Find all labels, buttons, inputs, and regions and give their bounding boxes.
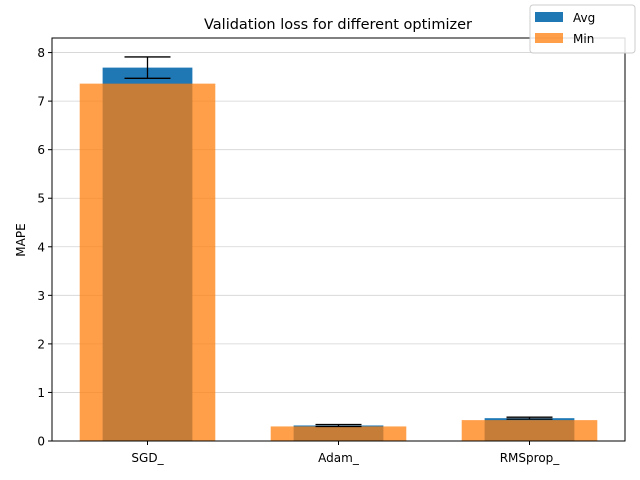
y-tick-label: 5 xyxy=(37,192,45,206)
y-tick-label: 8 xyxy=(37,46,45,60)
error-bars xyxy=(124,56,553,428)
bars xyxy=(79,67,598,441)
y-tick-label: 0 xyxy=(37,435,45,449)
x-tick-label: SGD_ xyxy=(131,451,164,465)
legend: Avg Min xyxy=(529,4,636,54)
y-axis: 0 1 2 3 4 5 6 7 8 xyxy=(37,46,52,449)
legend-swatch xyxy=(535,12,563,22)
y-tick-label: 4 xyxy=(37,240,45,254)
y-tick-label: 7 xyxy=(37,95,45,109)
x-tick-label: Adam_ xyxy=(318,451,360,465)
bar-min xyxy=(270,426,407,441)
chart-title: Validation loss for different optimizer xyxy=(204,17,472,33)
bar-min xyxy=(79,83,216,441)
y-tick-label: 3 xyxy=(37,289,45,303)
legend-label: Min xyxy=(573,32,594,46)
legend-label: Avg xyxy=(573,11,595,25)
y-tick-label: 1 xyxy=(37,386,45,400)
x-tick-label: RMSprop_ xyxy=(500,451,561,465)
y-tick-label: 6 xyxy=(37,143,45,157)
y-axis-label: MAPE xyxy=(14,223,28,256)
bar-min xyxy=(461,420,598,441)
y-tick-label: 2 xyxy=(37,337,45,351)
x-axis: SGD_ Adam_ RMSprop_ xyxy=(131,441,560,465)
legend-swatch xyxy=(535,33,563,43)
